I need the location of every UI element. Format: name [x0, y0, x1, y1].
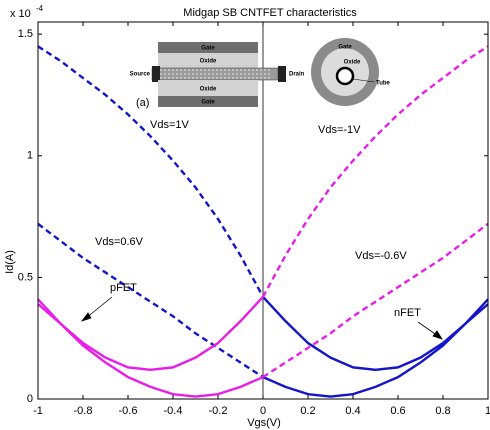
series-line — [261, 45, 489, 298]
y-tick-label: 0 — [27, 393, 33, 405]
annotation: Vds=0.6V — [95, 236, 144, 248]
y-multiplier: x 10 — [10, 8, 31, 20]
x-tick-label: -0.4 — [164, 405, 183, 417]
x-tick-label: 0.8 — [435, 405, 450, 417]
ring-tube — [335, 66, 355, 86]
x-tick-label: 0.2 — [300, 405, 315, 417]
inset-panel-label: (a) — [136, 97, 149, 109]
x-tick-label: -0.6 — [119, 405, 138, 417]
x-tick-label: 0.4 — [345, 405, 360, 417]
annotation: nFET — [394, 307, 421, 319]
arrows — [80, 296, 443, 340]
x-tick-label: 0 — [260, 405, 266, 417]
source-contact — [152, 66, 160, 82]
plot-area — [37, 22, 489, 399]
arrow-head — [432, 330, 443, 340]
annotation: pFET — [110, 282, 137, 294]
gate-top — [158, 42, 258, 53]
arrow-head — [80, 312, 92, 322]
y-axis-label: Id(A) — [4, 250, 16, 274]
series-line — [262, 222, 489, 379]
inset-label: Gate — [338, 45, 352, 51]
annotation: Vds=-1V — [318, 124, 361, 136]
inset-label: Source — [130, 72, 151, 78]
inset-label: Tube — [376, 81, 391, 87]
y-tick-label: 1.5 — [18, 28, 33, 40]
y-multiplier-exponent: -4 — [36, 4, 44, 13]
y-tick-label: 0.5 — [18, 271, 33, 283]
inset-label: Drain — [289, 72, 305, 78]
gate-bottom — [158, 96, 258, 107]
oxide-top — [158, 53, 258, 68]
x-tick-label: -1 — [33, 405, 43, 417]
series-line — [37, 45, 265, 298]
inset: Gate Oxide Source Drain Oxide Gate (a) G… — [130, 38, 391, 109]
x-tick-label: 0.6 — [390, 405, 405, 417]
y-tick-label: 1 — [27, 150, 33, 162]
inset-label: Oxide — [200, 59, 217, 65]
annotation: Vds=1V — [150, 119, 189, 131]
series-line — [37, 298, 264, 398]
x-tick-label: 1 — [485, 405, 490, 417]
oxide-bottom — [158, 80, 258, 96]
inset-label: Oxide — [200, 87, 217, 93]
chart-title: Midgap SB CNTFET characteristics — [183, 7, 357, 19]
x-tick-label: -0.8 — [74, 405, 93, 417]
series-line — [262, 298, 489, 398]
drain-contact — [278, 66, 286, 82]
x-tick-label: -0.2 — [209, 405, 228, 417]
arrow — [85, 296, 113, 319]
tube-pointer — [352, 78, 375, 83]
annotation: Vds=-0.6V — [355, 250, 407, 262]
x-axis-label: Vgs(V) — [247, 417, 281, 429]
inset-label: Gate — [201, 46, 215, 52]
inset-label: Oxide — [344, 60, 361, 66]
inset-label: Gate — [201, 100, 215, 106]
tube — [151, 67, 279, 81]
